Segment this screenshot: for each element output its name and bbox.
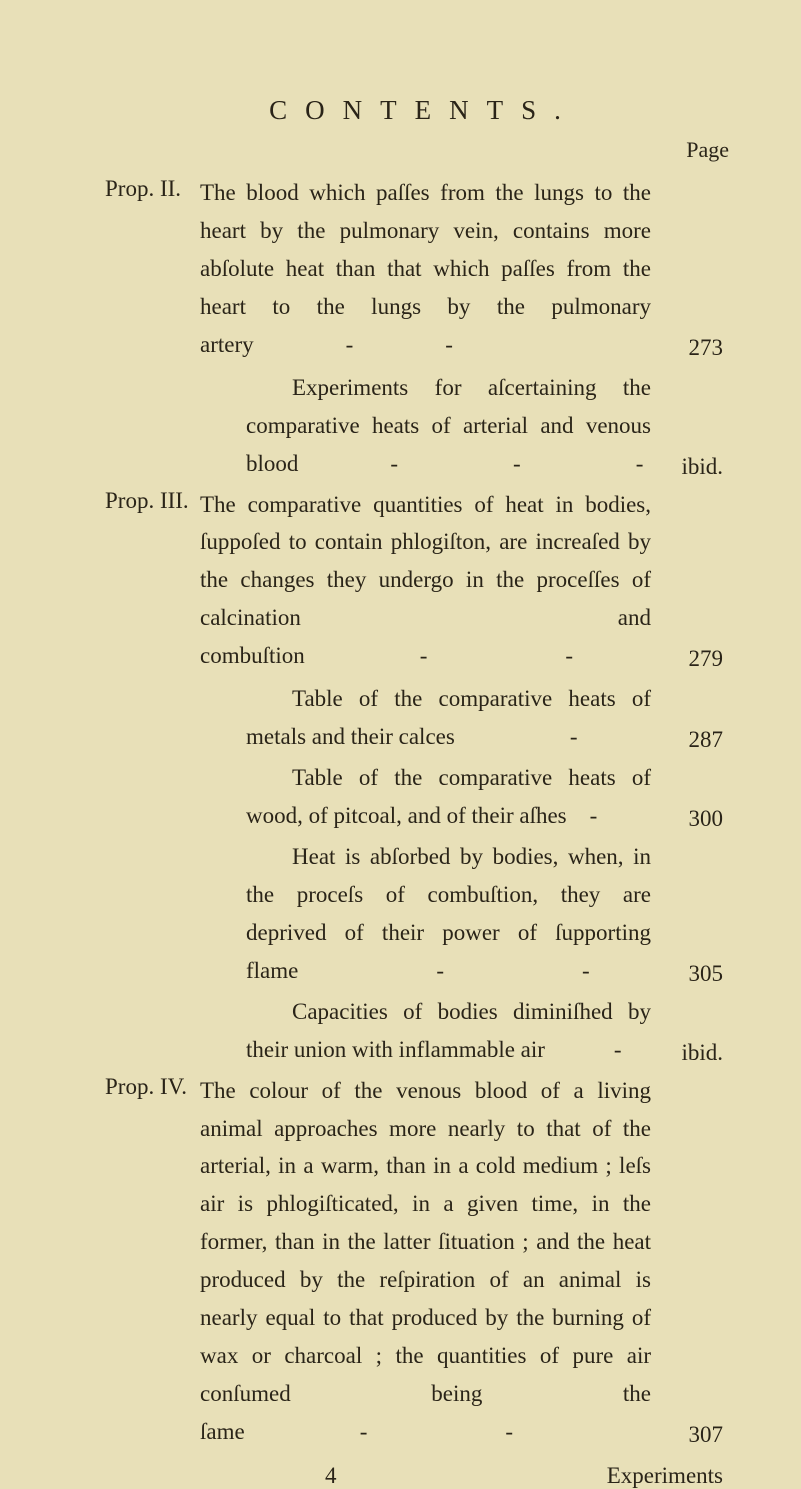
entry-text: Heat is abſorbed by bodies, when, in the… xyxy=(246,838,663,990)
catchword: Experiments xyxy=(607,1463,723,1489)
page-label: Page xyxy=(686,137,729,163)
toc-sub-entry: Capacities of bodies diminiſhed by their… xyxy=(246,993,723,1069)
prop-label: Prop. III. xyxy=(105,486,200,514)
prop-label: Prop. IV. xyxy=(105,1072,200,1100)
signature-mark: 4 xyxy=(325,1463,337,1489)
entry-page: 307 xyxy=(663,1422,723,1451)
entry-page: 305 xyxy=(663,961,723,990)
toc-entry: Prop. III. The comparative quantities of… xyxy=(105,486,723,676)
entry-page: ibid. xyxy=(663,1040,723,1069)
toc-sub-entry: Table of the comparative heats of metals… xyxy=(246,680,723,756)
entry-page: 273 xyxy=(663,335,723,364)
entry-text: The colour of the venous blood of a livi… xyxy=(200,1072,663,1451)
entry-page: ibid. xyxy=(663,454,723,483)
entry-text: Table of the comparative heats of wood, … xyxy=(246,759,663,835)
toc-entry: Prop. II. The blood which paſſes from th… xyxy=(105,174,723,364)
page-title: CONTENTS. xyxy=(125,95,723,126)
toc-sub-entry: Heat is abſorbed by bodies, when, in the… xyxy=(246,838,723,990)
toc-entry: Prop. IV. The colour of the venous blood… xyxy=(105,1072,723,1451)
entry-text: Table of the comparative heats of metals… xyxy=(246,680,663,756)
entry-text: Capacities of bodies diminiſhed by their… xyxy=(246,993,663,1069)
entry-text: Experiments for aſcertaining the compara… xyxy=(246,369,663,483)
toc-sub-entry: Experiments for aſcertaining the compara… xyxy=(246,369,723,483)
entry-page: 300 xyxy=(663,806,723,835)
entry-text: The comparative quantities of heat in bo… xyxy=(200,486,663,676)
entry-text: The blood which paſſes from the lungs to… xyxy=(200,174,663,364)
toc-sub-entry: Table of the comparative heats of wood, … xyxy=(246,759,723,835)
entry-page: 279 xyxy=(663,646,723,675)
entry-page: 287 xyxy=(663,727,723,756)
page-footer: 4 Experiments xyxy=(325,1463,723,1489)
prop-label: Prop. II. xyxy=(105,174,200,202)
